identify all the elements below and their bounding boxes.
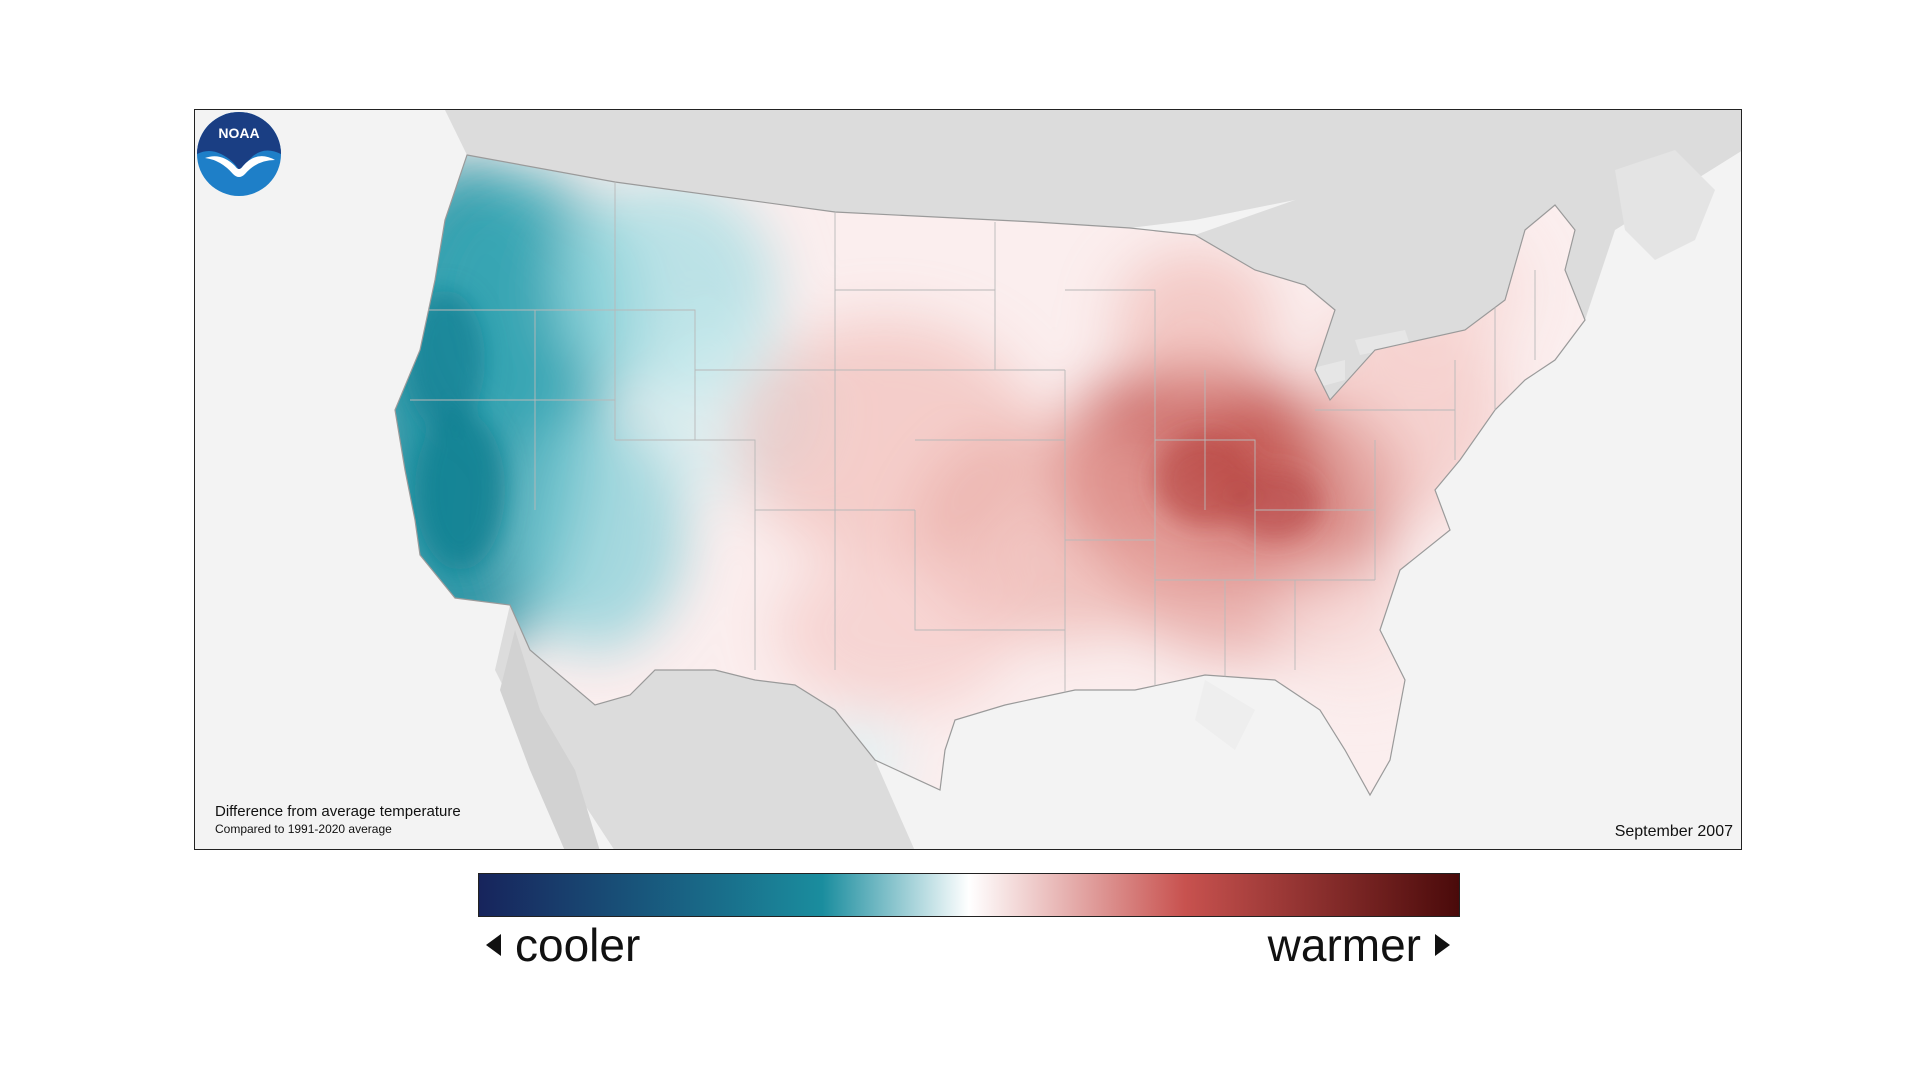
- caption-title: Difference from average temperature: [215, 803, 461, 820]
- legend-cooler-label: cooler: [515, 919, 641, 971]
- temperature-anomaly-map: [394, 110, 1741, 849]
- noaa-logo-icon: NOAA: [197, 112, 281, 196]
- surrounding-land: [445, 110, 1741, 849]
- noaa-logo-text: NOAA: [218, 125, 259, 141]
- caption-subtitle: Compared to 1991-2020 average: [215, 822, 392, 836]
- legend-warmer: warmer: [1268, 918, 1450, 972]
- state-boundaries: [405, 182, 1536, 710]
- arrow-right-icon: [1435, 934, 1450, 956]
- arrow-left-icon: [486, 934, 501, 956]
- map-frame: Difference from average temperature Comp…: [194, 109, 1742, 850]
- color-scale-bar: [478, 873, 1460, 917]
- map-period: September 2007: [1614, 823, 1733, 840]
- legend-cooler: cooler: [486, 918, 640, 972]
- legend-warmer-label: warmer: [1267, 919, 1421, 971]
- map-caption: Difference from average temperature Comp…: [215, 802, 461, 837]
